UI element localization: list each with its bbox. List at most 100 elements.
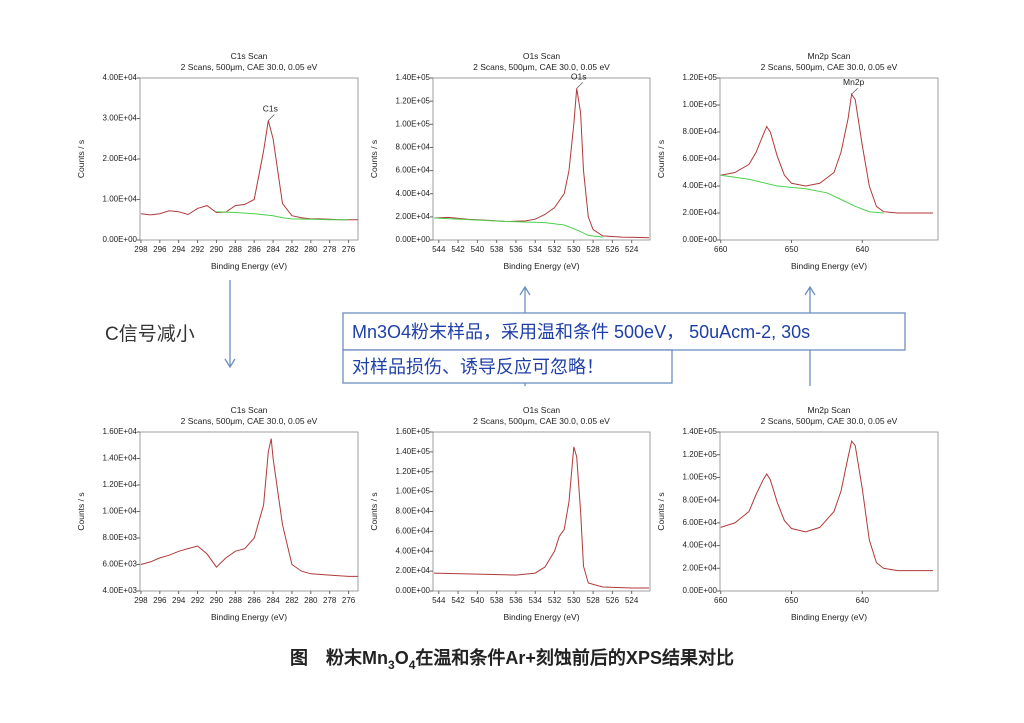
y-tick-label: 4.00E+04 [683, 541, 718, 550]
x-tick-label: 294 [172, 596, 186, 605]
y-tick-label: 1.00E+05 [396, 487, 431, 496]
y-tick-label: 1.40E+05 [396, 73, 431, 82]
plot-frame [139, 77, 359, 241]
spectrum-line [433, 217, 603, 238]
x-tick-label: 640 [856, 596, 870, 605]
x-tick-label: 296 [153, 245, 167, 254]
y-axis-label: Counts / s [656, 492, 666, 530]
y-tick-label: 1.40E+05 [396, 447, 431, 456]
chart-subtitle: 2 Scans, 500μm, CAE 30.0, 0.05 eV [761, 62, 898, 72]
y-tick-label: 2.00E+04 [396, 566, 431, 575]
y-axis-label: Counts / s [76, 140, 86, 178]
plot-frame [432, 77, 651, 241]
y-tick-label: 1.00E+04 [103, 195, 138, 204]
y-tick-label: 1.20E+05 [396, 96, 431, 105]
y-tick-label: 4.00E+04 [396, 546, 431, 555]
y-tick-label: 4.00E+04 [396, 189, 431, 198]
y-tick-label: 3.00E+04 [103, 114, 138, 123]
y-tick-label: 1.00E+05 [683, 473, 718, 482]
spectrum-line [433, 88, 650, 239]
x-tick-label: 660 [714, 245, 728, 254]
y-tick-label: 1.20E+05 [683, 450, 718, 459]
spectrum-line [720, 92, 933, 214]
x-tick-label: 290 [210, 596, 224, 605]
spectrum-line [140, 120, 358, 221]
x-tick-label: 532 [548, 596, 562, 605]
y-tick-label: 0.00E+00 [103, 235, 138, 244]
x-tick-label: 542 [451, 245, 465, 254]
plot-frame [139, 431, 359, 592]
spectrum-line [720, 439, 933, 572]
y-axis-label: Counts / s [76, 492, 86, 530]
x-tick-label: 540 [471, 596, 485, 605]
x-tick-label: 290 [210, 245, 224, 254]
x-tick-label: 530 [567, 596, 581, 605]
y-tick-label: 0.00E+00 [683, 235, 718, 244]
x-axis-label: Binding Energy (eV) [791, 261, 867, 271]
x-tick-label: 650 [785, 596, 799, 605]
y-axis-label: Counts / s [369, 140, 379, 178]
x-tick-label: 528 [586, 596, 600, 605]
x-tick-label: 650 [785, 245, 799, 254]
note-text: 对样品损伤、诱导反应可忽略！ [352, 357, 604, 377]
chart-title: O1s Scan [523, 51, 561, 61]
x-axis-label: Binding Energy (eV) [211, 612, 287, 622]
x-tick-label: 298 [134, 596, 148, 605]
x-tick-label: 540 [471, 245, 485, 254]
chart-subtitle: 2 Scans, 500μm, CAE 30.0, 0.05 eV [181, 62, 318, 72]
x-tick-label: 532 [548, 245, 562, 254]
y-tick-label: 1.60E+05 [396, 427, 431, 436]
y-axis-label: Counts / s [656, 140, 666, 178]
y-axis-label: Counts / s [369, 492, 379, 530]
chart-title: O1s Scan [523, 405, 561, 415]
x-tick-label: 276 [342, 245, 356, 254]
x-tick-label: 524 [625, 596, 639, 605]
spectrum-line [216, 211, 349, 221]
y-tick-label: 4.00E+04 [103, 73, 138, 82]
x-tick-label: 286 [248, 596, 262, 605]
x-tick-label: 534 [529, 596, 543, 605]
y-tick-label: 1.40E+04 [103, 454, 138, 463]
x-tick-label: 538 [490, 245, 504, 254]
chart-title: Mn2p Scan [808, 51, 851, 61]
y-tick-label: 1.00E+05 [683, 100, 718, 109]
x-tick-label: 534 [529, 245, 543, 254]
y-tick-label: 4.00E+03 [103, 586, 138, 595]
y-tick-label: 6.00E+04 [683, 154, 718, 163]
y-tick-label: 0.00E+00 [683, 586, 718, 595]
x-tick-label: 524 [625, 245, 639, 254]
peak-label: Mn2p [843, 77, 865, 87]
y-tick-label: 6.00E+04 [396, 166, 431, 175]
caption-part: 图 粉末Mn [290, 647, 388, 668]
annotation-leader [268, 114, 275, 121]
spectrum-line [140, 438, 358, 577]
peak-label: C1s [263, 104, 278, 114]
y-tick-label: 1.20E+04 [103, 480, 138, 489]
chart-title: C1s Scan [231, 405, 268, 415]
x-axis-label: Binding Energy (eV) [791, 612, 867, 622]
note-text: C信号减小 [105, 323, 195, 345]
x-tick-label: 538 [490, 596, 504, 605]
x-tick-label: 298 [134, 245, 148, 254]
y-tick-label: 8.00E+04 [396, 507, 431, 516]
x-tick-label: 544 [432, 596, 446, 605]
y-tick-label: 4.00E+04 [683, 181, 718, 190]
x-tick-label: 278 [323, 245, 337, 254]
x-tick-label: 280 [304, 596, 318, 605]
x-axis-label: Binding Energy (eV) [503, 261, 579, 271]
spectrum-line [433, 446, 649, 589]
x-tick-label: 276 [342, 596, 356, 605]
y-tick-label: 2.00E+04 [683, 208, 718, 217]
note-box [342, 349, 673, 384]
y-tick-label: 1.20E+05 [683, 73, 718, 82]
x-tick-label: 542 [451, 596, 465, 605]
caption-part: O [395, 648, 409, 668]
x-tick-label: 294 [172, 245, 186, 254]
x-tick-label: 286 [248, 245, 262, 254]
y-tick-label: 1.00E+05 [396, 119, 431, 128]
x-axis-label: Binding Energy (eV) [503, 612, 579, 622]
peak-label: O1s [571, 71, 587, 81]
y-tick-label: 1.40E+05 [683, 427, 718, 436]
y-tick-label: 6.00E+04 [396, 526, 431, 535]
